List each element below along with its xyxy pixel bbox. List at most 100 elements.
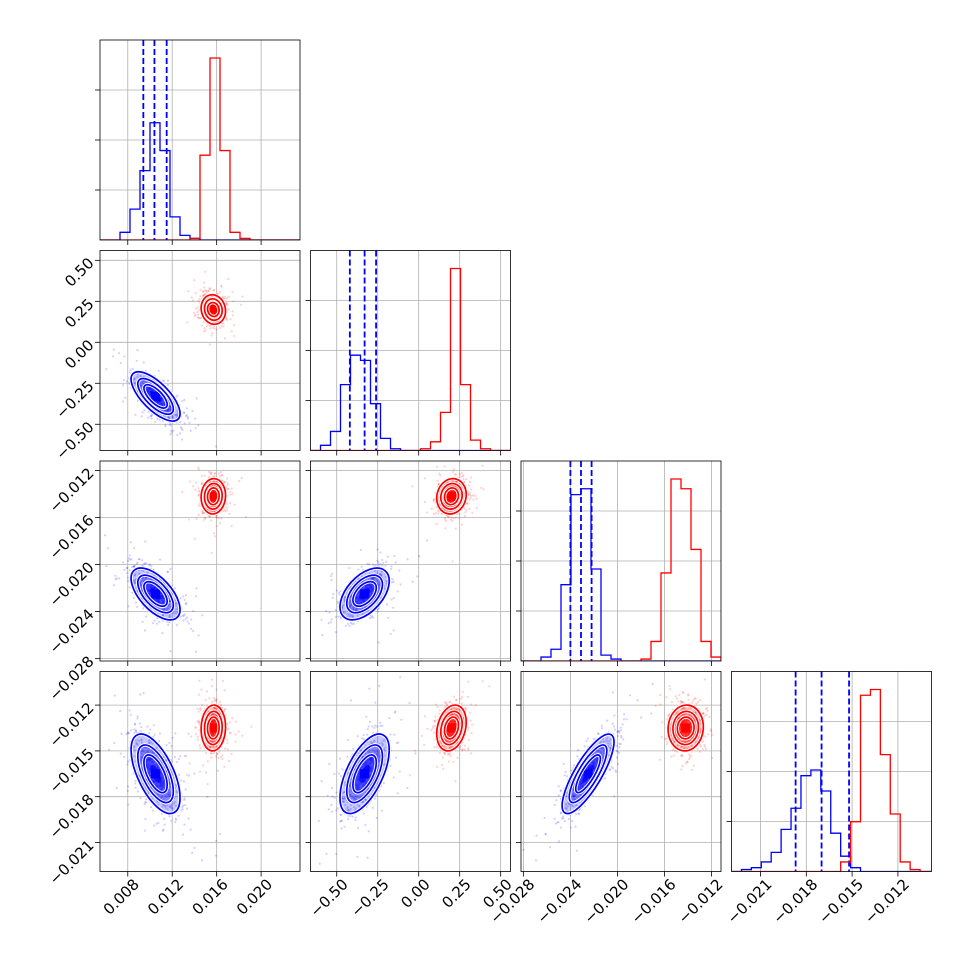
sample-point	[366, 584, 369, 587]
sample-point	[195, 587, 198, 590]
sample-point	[202, 518, 205, 522]
sample-point	[432, 512, 436, 515]
sample-point	[142, 577, 145, 580]
sample-point	[150, 586, 153, 589]
sample-point	[209, 343, 212, 346]
sample-point	[183, 411, 186, 414]
sample-point	[451, 560, 454, 563]
sample-point	[148, 586, 152, 589]
sample-point	[166, 408, 169, 411]
sample-point	[111, 355, 115, 358]
sample-point	[443, 518, 447, 521]
sample-point	[376, 559, 379, 562]
sample-point	[156, 782, 159, 785]
density-peak	[208, 491, 218, 501]
panel-2-0	[95, 460, 301, 666]
sample-point	[152, 586, 155, 589]
sample-point	[176, 412, 179, 415]
sample-point	[133, 574, 136, 577]
sample-point	[169, 650, 172, 653]
sample-point	[444, 516, 447, 519]
sample-point	[182, 614, 185, 617]
sample-point	[211, 331, 214, 335]
sample-point	[207, 514, 210, 517]
sample-point	[146, 390, 149, 393]
sample-point	[161, 601, 164, 605]
sample-point	[148, 592, 151, 595]
sample-point	[168, 416, 171, 419]
sample-point	[197, 424, 200, 427]
sample-point	[371, 587, 374, 591]
sample-point	[164, 425, 167, 428]
sample-point	[161, 601, 165, 605]
sample-point	[450, 516, 453, 519]
sample-point	[131, 591, 134, 595]
sample-point	[230, 525, 233, 528]
sample-point	[145, 577, 148, 580]
sample-point	[390, 565, 393, 568]
sample-point	[153, 586, 156, 589]
sample-point	[181, 614, 185, 617]
sample-point	[135, 375, 138, 378]
sample-point	[458, 473, 461, 476]
sample-point	[379, 551, 382, 554]
sample-point	[233, 503, 236, 506]
sample-point	[357, 568, 360, 571]
sample-point	[149, 586, 153, 589]
sample-point	[218, 475, 222, 478]
sample-point	[132, 579, 135, 583]
sample-point	[132, 565, 136, 569]
sample-point	[168, 409, 171, 412]
sample-point	[416, 575, 419, 578]
sample-point	[146, 391, 149, 394]
sample-point	[145, 562, 148, 565]
sample-point	[147, 391, 150, 394]
sample-point	[203, 516, 207, 519]
sample-point	[355, 597, 358, 600]
sample-point	[210, 701, 214, 704]
sample-point	[466, 502, 469, 505]
sample-point	[160, 597, 163, 600]
sample-point	[193, 772, 196, 775]
sample-point	[202, 764, 205, 767]
sample-point	[362, 599, 366, 603]
sample-point	[435, 522, 438, 526]
sample-point	[174, 821, 177, 824]
sample-point	[334, 609, 337, 612]
sample-point	[126, 576, 129, 579]
sample-point	[174, 605, 178, 608]
sample-point	[370, 577, 373, 581]
sample-point	[205, 291, 208, 294]
sample-point	[210, 472, 213, 475]
density-2d	[104, 466, 248, 653]
sample-point	[361, 613, 364, 616]
sample-point	[173, 755, 177, 759]
density-2d	[105, 270, 244, 448]
sample-point	[122, 755, 126, 759]
sample-point	[218, 521, 222, 525]
sample-point	[141, 411, 144, 414]
sample-point	[438, 472, 441, 475]
sample-point	[376, 548, 379, 551]
sample-point	[142, 692, 145, 695]
sample-point	[338, 593, 341, 596]
sample-point	[159, 403, 162, 406]
sample-point	[206, 782, 209, 786]
tick-marks	[305, 470, 502, 666]
sample-point	[159, 782, 162, 785]
sample-point	[182, 411, 186, 415]
sample-point	[162, 600, 165, 603]
sample-point	[175, 624, 178, 627]
sample-point	[129, 541, 132, 544]
sample-point	[129, 368, 132, 371]
sample-point	[216, 517, 219, 520]
sample-point	[390, 581, 394, 584]
sample-point	[200, 324, 203, 327]
tick-marks	[95, 89, 262, 245]
histograms	[521, 461, 721, 661]
sample-point	[168, 405, 171, 408]
sample-point	[475, 506, 478, 510]
sample-point	[143, 751, 147, 754]
sample-point	[144, 615, 148, 618]
sample-point	[220, 325, 223, 328]
